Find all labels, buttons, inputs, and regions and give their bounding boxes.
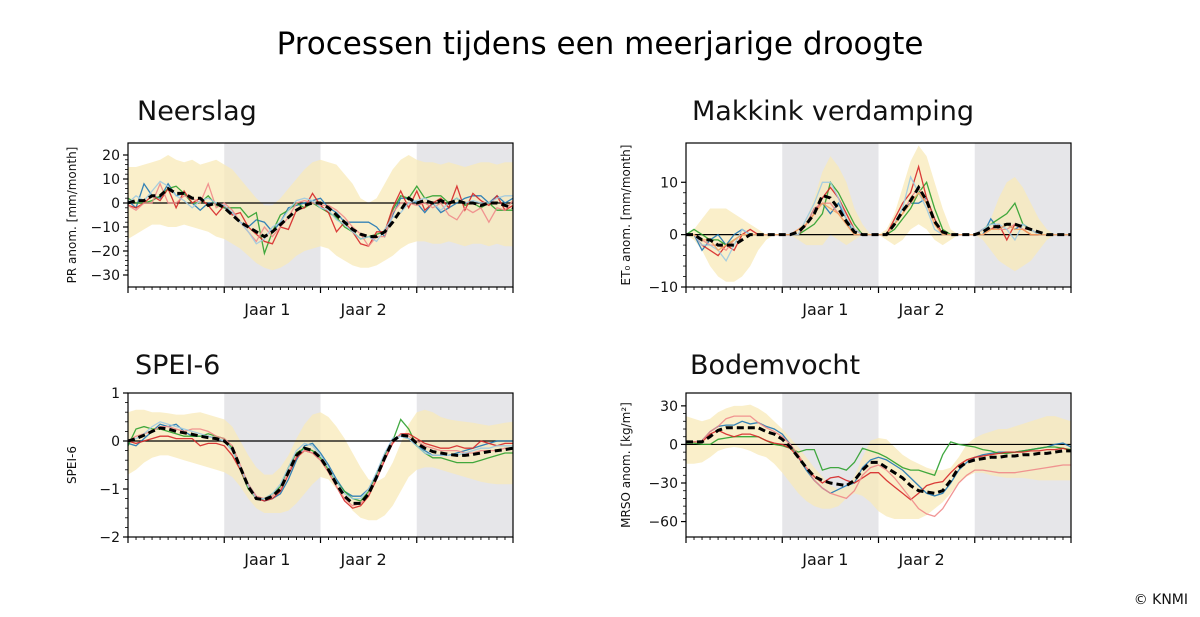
member-line-3: [686, 429, 1072, 501]
member-line-4: [686, 415, 1071, 518]
ensemble-mean-line: [686, 184, 1071, 247]
chart-panel-0: Jaar 1 Jaar 2 20 10 0 −10 −20 −30 PR anom. [mm/m…: [65, 142, 514, 319]
ensemble-mean-line: [127, 426, 514, 505]
spread-band: [128, 409, 513, 521]
x-tick-label: Jaar 2: [340, 550, 387, 569]
x-tick-label: Jaar 2: [898, 550, 945, 569]
y-axis-label: PR anom. [mm/month]: [65, 147, 79, 284]
y-tick-label: −20: [90, 244, 120, 260]
y-tick-label: −10: [90, 220, 120, 236]
y-tick-label: −30: [648, 476, 678, 492]
y-tick-label: −2: [99, 530, 120, 546]
y-tick-label: 0: [111, 196, 120, 212]
y-tick-label: 10: [102, 172, 120, 188]
y-tick-label: 10: [660, 175, 678, 191]
panel-title-neerslag: Neerslag: [137, 96, 257, 127]
member-line-2: [127, 418, 513, 502]
copyright-notice: © KNMI: [1133, 592, 1188, 608]
member-line-5: [127, 421, 513, 500]
chart-panel-2: Jaar 1 Jaar 2 1 0 −1 −2 SPEI-6: [65, 386, 514, 569]
x-tick-label: Jaar 1: [801, 300, 848, 319]
y-tick-label: −10: [648, 280, 678, 296]
main-title: Processen tijdens een meerjarige droogte: [276, 26, 924, 62]
x-tick-label: Jaar 1: [801, 550, 848, 569]
y-axis-label: SPEI-6: [65, 446, 79, 484]
spread-band: [128, 155, 513, 271]
y-axis-label: MRSO anom. [kg/m²]: [619, 402, 633, 528]
y-tick-label: 1: [111, 386, 120, 402]
chart-panel-1: Jaar 1 Jaar 2 10 0 −10 ET₀ anom. [mm/month]: [619, 142, 1072, 319]
y-tick-label: 0: [669, 228, 678, 244]
x-tick-label: Jaar 2: [898, 300, 945, 319]
spread-band: [686, 404, 1071, 519]
panel-title-spei-6: SPEI-6: [135, 350, 221, 381]
x-tick-label: Jaar 2: [340, 300, 387, 319]
chart-panel-3: Jaar 1 Jaar 2 30 0 −30 −60 MRSO anom. [kg/m²]: [619, 392, 1072, 569]
y-tick-label: 20: [102, 148, 120, 164]
ensemble-mean-line: [127, 186, 514, 239]
panel-title-bodemvocht: Bodemvocht: [690, 350, 861, 381]
member-line-2: [686, 436, 1072, 477]
y-tick-label: 0: [111, 434, 120, 450]
panel-title-makkink-verdamping: Makkink verdamping: [692, 96, 975, 127]
y-tick-label: 0: [669, 437, 678, 453]
member-line-4: [127, 425, 513, 507]
y-tick-label: −1: [99, 482, 120, 498]
ensemble-mean-line: [686, 426, 1071, 495]
x-tick-label: Jaar 1: [243, 300, 290, 319]
y-tick-label: 30: [660, 399, 678, 415]
x-tick-label: Jaar 1: [243, 550, 290, 569]
y-axis-label: ET₀ anom. [mm/month]: [619, 145, 633, 286]
y-tick-label: −60: [648, 515, 678, 531]
spread-band: [686, 145, 1071, 282]
y-tick-label: −30: [90, 268, 120, 284]
